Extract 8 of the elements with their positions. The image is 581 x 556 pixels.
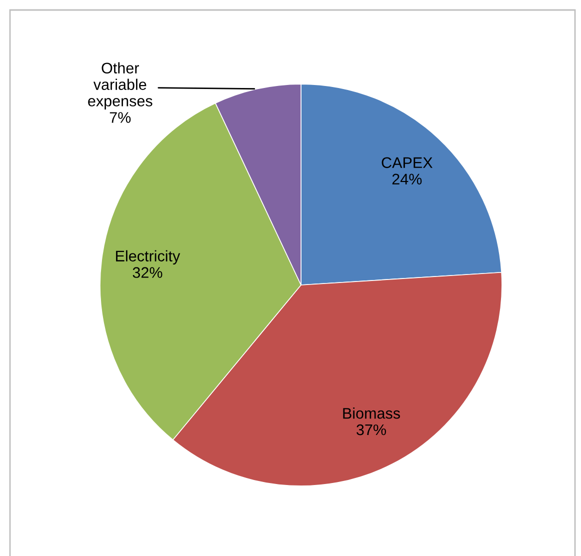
slice-label: Electricity xyxy=(116,250,180,264)
data-label: 7% xyxy=(110,112,131,123)
slice-label: CAPEX xyxy=(382,157,432,168)
data-label: 32% xyxy=(132,267,162,278)
slice-label: Other variable expenses xyxy=(88,62,152,110)
data-label: 24% xyxy=(392,174,422,184)
data-label: 37% xyxy=(356,424,386,436)
slice-label: Biomass xyxy=(343,408,400,419)
